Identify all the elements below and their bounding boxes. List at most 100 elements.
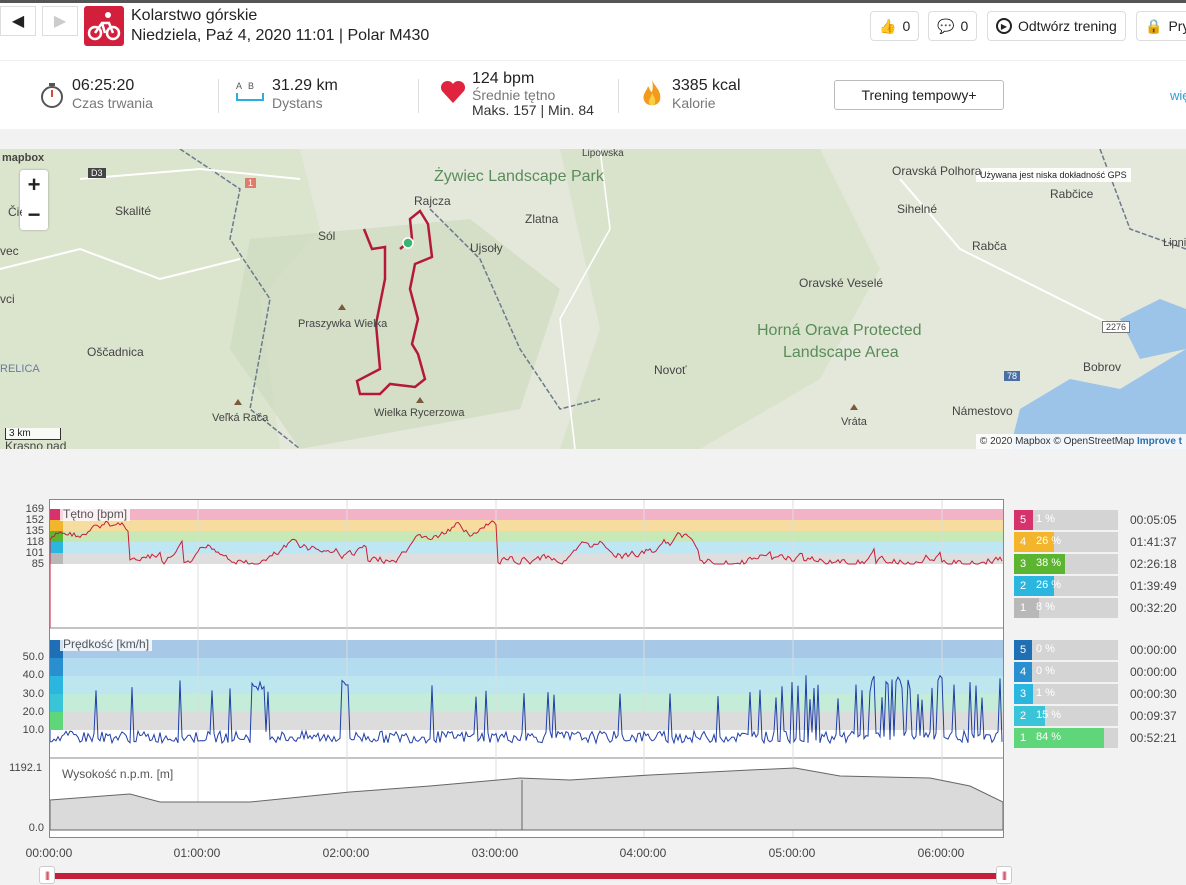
zone-percent: 26 %: [1036, 535, 1062, 547]
place-label: Lipnica: [1163, 237, 1186, 249]
zone-percent: 1 %: [1036, 513, 1055, 525]
zone-time: 00:00:00: [1130, 665, 1177, 679]
zoom-out-button[interactable]: −: [27, 202, 41, 227]
zone-percent: 0 %: [1036, 665, 1055, 677]
charts-svg: [50, 500, 1003, 837]
place-label: Sól: [318, 229, 336, 243]
speed-series-line: [50, 674, 1003, 745]
zone-number: 1: [1014, 598, 1032, 618]
zone-number: 3: [1014, 554, 1032, 574]
zone-time: 00:52:21: [1130, 731, 1177, 745]
place-label: Oravská Polhora: [892, 164, 982, 178]
zone-fill-bar: [1032, 532, 1054, 552]
speed-zone-row: 5 0 %: [1014, 640, 1118, 660]
chart-panel[interactable]: [49, 499, 1004, 838]
x-tick: 02:00:00: [322, 846, 370, 860]
place-label: vec: [0, 244, 19, 258]
zone-time: 00:32:20: [1130, 601, 1177, 615]
zone-fill-bar: [1032, 554, 1065, 574]
zone-fill-bar: [1032, 684, 1033, 704]
comment-icon: 💬: [937, 17, 955, 34]
park-label: Landscape Area: [783, 344, 899, 361]
hr-zone-marker: [50, 520, 63, 531]
speed-zone-band: [50, 640, 1003, 658]
road-badge: D3: [88, 168, 106, 178]
gps-accuracy-note: Używana jest niska dokładność GPS: [976, 168, 1131, 182]
place-label: Novoť: [654, 363, 687, 377]
like-button[interactable]: 👍 0: [870, 11, 920, 41]
zone-percent: 84 %: [1036, 731, 1062, 743]
divider: [418, 79, 419, 113]
zone-number: 3: [1014, 684, 1032, 704]
place-label: Oravské Veselé: [799, 276, 884, 290]
speed-chart-label: Prędkość [km/h]: [60, 637, 153, 651]
zoom-controls: + −: [20, 170, 48, 230]
hr-y-tick: 101: [25, 547, 44, 559]
range-start-handle[interactable]: |||: [39, 866, 55, 884]
stats-bar: 06:25:20 Czas trwania A B 31.29 km Dysta…: [0, 60, 1186, 129]
zone-time: 01:41:37: [1130, 535, 1177, 549]
calories-label: Kalorie: [672, 95, 716, 111]
place-label: Oščadnica: [87, 345, 144, 359]
hr-zone-marker: [50, 531, 63, 542]
hr-zone-band: [50, 531, 1003, 542]
arrow-right-icon: ▶: [53, 13, 67, 30]
zone-time: 00:00:30: [1130, 687, 1177, 701]
x-tick: 00:00:00: [25, 846, 73, 860]
mountain-bike-icon: [84, 6, 124, 46]
zone-fill-bar: [1032, 706, 1045, 726]
zone-time: 01:39:49: [1130, 579, 1177, 593]
zone-number: 5: [1014, 510, 1032, 530]
forward-button[interactable]: ▶: [42, 6, 78, 36]
speed-y-tick: 40.0: [22, 669, 44, 681]
park-label: Żywiec Landscape Park: [434, 168, 604, 185]
place-label: Bobrov: [1083, 360, 1122, 374]
hr-y-tick: 169: [25, 503, 44, 515]
place-label: RELICA: [0, 363, 40, 375]
altitude-y-tick: 1192.1: [9, 762, 42, 774]
comment-button[interactable]: 💬 0: [928, 11, 978, 41]
zone-fill-bar: [1032, 510, 1033, 530]
tempo-training-button[interactable]: Trening tempowy+: [834, 80, 1004, 110]
hr-zone-row: 5 1 %: [1014, 510, 1118, 530]
place-label: Rabčice: [1050, 187, 1094, 201]
hr-y-tick: 118: [26, 536, 44, 548]
divider: [618, 79, 619, 113]
attribution-text[interactable]: © 2020 Mapbox © OpenStreetMap: [979, 436, 1135, 447]
speed-y-tick: 10.0: [22, 724, 44, 736]
arrow-left-icon: ◀: [11, 13, 25, 30]
activity-subtitle: Niedziela, Paź 4, 2020 11:01 | Polar M43…: [131, 27, 430, 44]
heart-rate-minmax: Maks. 157 | Min. 84: [472, 102, 594, 118]
place-label: Krasno nad: [5, 439, 67, 449]
back-button[interactable]: ◀: [0, 6, 36, 36]
replay-button[interactable]: ▶ Odtwórz trening: [987, 11, 1126, 41]
improve-link[interactable]: Improve t: [1136, 436, 1182, 447]
distance-value: 31.29 km: [272, 77, 338, 94]
comment-count: 0: [960, 18, 969, 34]
mapbox-logo: mapbox: [2, 152, 45, 164]
place-label: Rabča: [972, 239, 1007, 253]
zone-percent: 38 %: [1036, 557, 1062, 569]
range-end-handle[interactable]: |||: [996, 866, 1012, 884]
header: ◀ ▶ Kolarstwo górskie Niedziela, Paź 4, …: [0, 3, 1186, 60]
top-strip: [0, 0, 1186, 3]
zone-percent: 0 %: [1036, 643, 1055, 655]
timeline-range-bar[interactable]: [40, 873, 1012, 879]
calories-value: 3385 kcal: [672, 77, 741, 94]
route-map[interactable]: mapbox + − Używana jest niska dokładność…: [0, 149, 1186, 449]
zone-time: 00:00:00: [1130, 643, 1177, 657]
zone-time: 00:09:37: [1130, 709, 1177, 723]
place-label: Skalité: [115, 204, 152, 218]
x-tick: 03:00:00: [471, 846, 519, 860]
privacy-button[interactable]: 🔒 Pry: [1136, 11, 1186, 41]
zone-time: 00:05:05: [1130, 513, 1177, 527]
more-link[interactable]: wię: [1170, 88, 1186, 103]
road-badge: 78: [1004, 371, 1021, 381]
road-badge: 2276: [1102, 321, 1131, 333]
zoom-in-button[interactable]: +: [27, 172, 41, 197]
speed-y-tick: 20.0: [22, 706, 44, 718]
hr-zone-band: [50, 542, 1003, 553]
hr-zone-row: 2 26 %: [1014, 576, 1118, 596]
hr-zone-marker: [50, 542, 63, 553]
place-label: Sihelné: [897, 202, 938, 216]
